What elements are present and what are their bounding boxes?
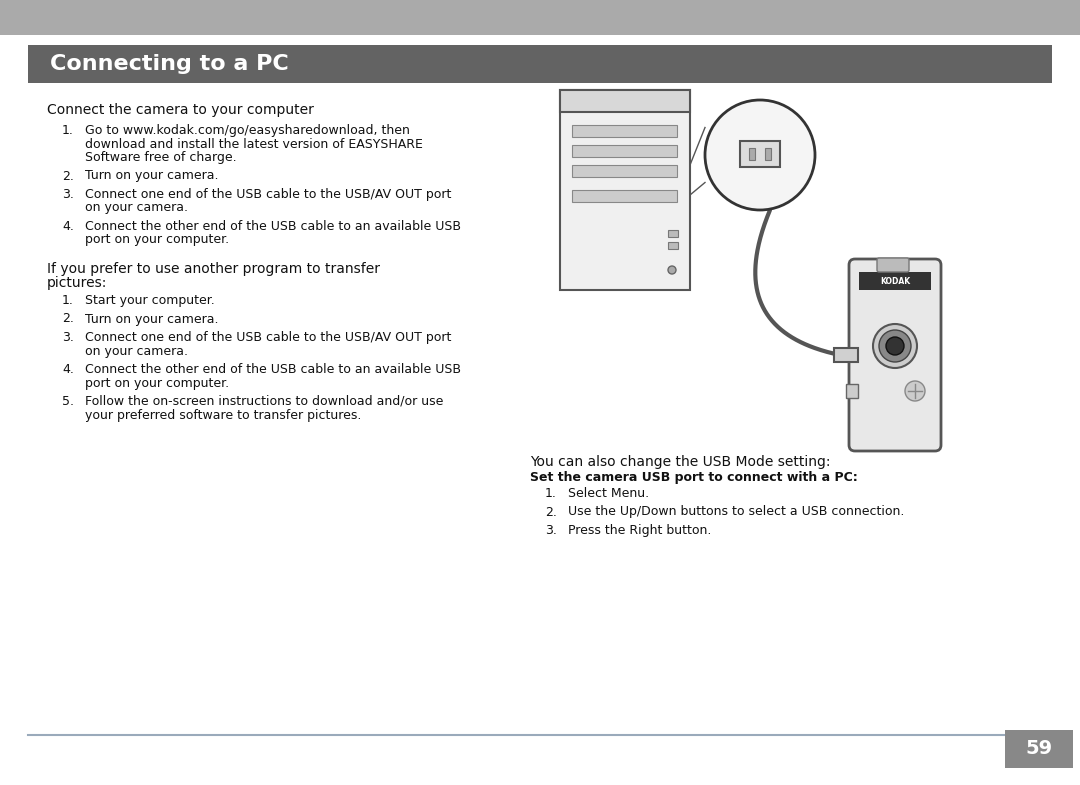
Circle shape [873, 324, 917, 368]
Text: 4.: 4. [62, 220, 73, 233]
FancyBboxPatch shape [561, 90, 690, 290]
FancyBboxPatch shape [669, 242, 678, 249]
Text: 2.: 2. [545, 506, 557, 519]
Text: Go to www.kodak.com/go/easysharedownload, then: Go to www.kodak.com/go/easysharedownload… [85, 124, 410, 137]
Text: Connect one end of the USB cable to the USB/AV OUT port: Connect one end of the USB cable to the … [85, 331, 451, 344]
Circle shape [905, 381, 924, 401]
Text: Connect the other end of the USB cable to an available USB: Connect the other end of the USB cable t… [85, 363, 461, 376]
Text: pictures:: pictures: [48, 276, 107, 290]
Circle shape [705, 100, 815, 210]
Text: Connect the other end of the USB cable to an available USB: Connect the other end of the USB cable t… [85, 220, 461, 233]
Text: download and install the latest version of EASYSHARE: download and install the latest version … [85, 137, 423, 151]
Text: Connecting to a PC: Connecting to a PC [50, 54, 288, 74]
Text: port on your computer.: port on your computer. [85, 377, 229, 389]
Text: 59: 59 [1025, 739, 1053, 758]
FancyBboxPatch shape [846, 384, 858, 398]
FancyBboxPatch shape [669, 230, 678, 237]
Text: 5.: 5. [62, 395, 75, 408]
Text: Turn on your camera.: Turn on your camera. [85, 170, 218, 182]
Text: on your camera.: on your camera. [85, 345, 188, 357]
Text: 3.: 3. [545, 524, 557, 537]
Text: Turn on your camera.: Turn on your camera. [85, 312, 218, 326]
Text: Press the Right button.: Press the Right button. [568, 524, 712, 537]
Text: 3.: 3. [62, 188, 73, 201]
FancyBboxPatch shape [877, 258, 909, 272]
FancyBboxPatch shape [0, 0, 1080, 35]
FancyBboxPatch shape [572, 190, 677, 202]
Circle shape [879, 330, 912, 362]
FancyBboxPatch shape [859, 272, 931, 290]
Text: Software free of charge.: Software free of charge. [85, 151, 237, 164]
Text: on your camera.: on your camera. [85, 202, 188, 214]
Text: 1.: 1. [545, 487, 557, 500]
Text: KODAK: KODAK [880, 276, 910, 286]
Text: 1.: 1. [62, 294, 73, 307]
FancyBboxPatch shape [28, 45, 1052, 83]
Circle shape [669, 266, 676, 274]
Text: Select Menu.: Select Menu. [568, 487, 649, 500]
FancyBboxPatch shape [750, 148, 755, 160]
FancyBboxPatch shape [834, 348, 858, 362]
Text: Connect one end of the USB cable to the USB/AV OUT port: Connect one end of the USB cable to the … [85, 188, 451, 201]
Circle shape [886, 337, 904, 355]
FancyBboxPatch shape [561, 90, 690, 112]
Text: Connect the camera to your computer: Connect the camera to your computer [48, 103, 314, 117]
Text: Follow the on-screen instructions to download and/or use: Follow the on-screen instructions to dow… [85, 395, 444, 408]
FancyBboxPatch shape [765, 148, 771, 160]
FancyBboxPatch shape [1005, 730, 1074, 768]
Text: your preferred software to transfer pictures.: your preferred software to transfer pict… [85, 408, 362, 422]
Text: Set the camera USB port to connect with a PC:: Set the camera USB port to connect with … [530, 471, 858, 484]
Text: port on your computer.: port on your computer. [85, 233, 229, 246]
Text: Use the Up/Down buttons to select a USB connection.: Use the Up/Down buttons to select a USB … [568, 506, 904, 519]
Text: 2.: 2. [62, 312, 73, 326]
FancyBboxPatch shape [849, 259, 941, 451]
Text: 1.: 1. [62, 124, 73, 137]
Text: Start your computer.: Start your computer. [85, 294, 215, 307]
Text: You can also change the USB Mode setting:: You can also change the USB Mode setting… [530, 455, 831, 469]
Text: 3.: 3. [62, 331, 73, 344]
FancyBboxPatch shape [572, 145, 677, 157]
FancyBboxPatch shape [572, 125, 677, 137]
FancyBboxPatch shape [572, 165, 677, 177]
FancyBboxPatch shape [740, 141, 780, 167]
Text: 2.: 2. [62, 170, 73, 182]
Text: If you prefer to use another program to transfer: If you prefer to use another program to … [48, 262, 380, 276]
Text: 4.: 4. [62, 363, 73, 376]
